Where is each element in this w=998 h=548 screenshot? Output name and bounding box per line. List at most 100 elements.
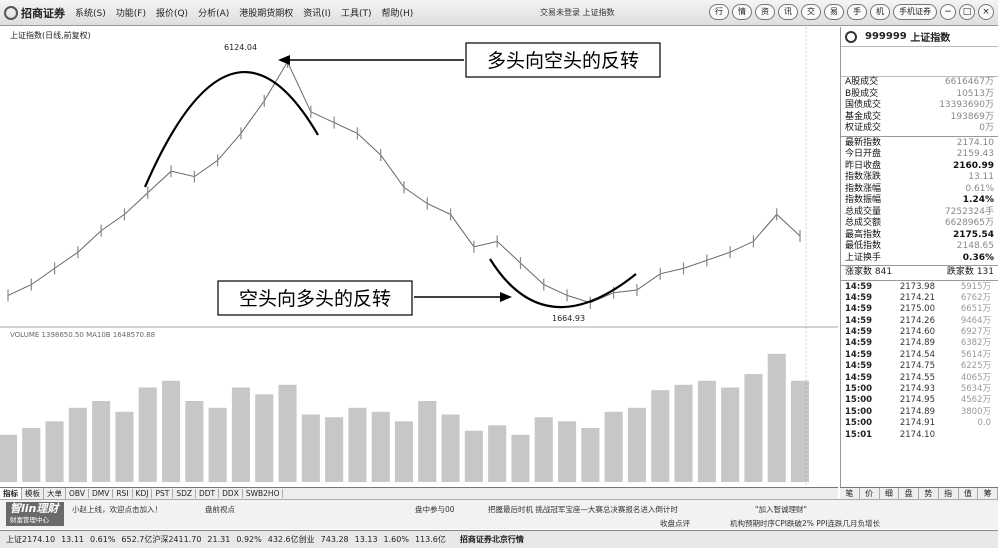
status-brand[interactable]: 招商证券北京行情 <box>459 535 524 544</box>
stat-label: 最新指数 <box>845 137 882 148</box>
indicator-tab[interactable]: PST <box>152 489 174 498</box>
tick-time: 14:59 <box>845 304 873 315</box>
panel-tab[interactable]: 筹 <box>978 488 998 499</box>
stat-value: 2148.65 <box>956 241 994 251</box>
indicator-tab[interactable]: 模板 <box>22 488 44 499</box>
menu-tools[interactable]: 工具(T) <box>340 9 372 19</box>
tick-row: 15:00 2174.93 5634万 <box>841 384 998 395</box>
top-btn-zi[interactable]: 资 <box>755 4 775 20</box>
panel-tab[interactable]: 指 <box>939 488 959 499</box>
volume-bar <box>162 380 181 483</box>
news-item[interactable]: 收盘点评 <box>660 519 690 528</box>
volume-bar <box>394 421 413 483</box>
menu-quote[interactable]: 报价(Q) <box>155 9 189 19</box>
status-item: 432.6亿创业 <box>267 535 315 544</box>
volume-bar <box>721 387 740 482</box>
panel-tab[interactable]: 细 <box>880 488 900 499</box>
index-name: 上证指数 <box>910 33 951 44</box>
volume-bar <box>115 411 134 482</box>
volume-bar <box>651 390 670 482</box>
indicator-tab[interactable]: DMV <box>89 489 114 498</box>
stat-row: 总成交量 7252324手 <box>841 207 998 219</box>
panel-tab[interactable]: 价 <box>860 488 880 499</box>
news-item[interactable]: 盘中参与00 <box>415 505 455 514</box>
indicator-tab[interactable]: SWB2HO <box>243 489 284 498</box>
tick-volume: 9464万 <box>960 315 991 326</box>
stat-row: 最新指数 2174.10 <box>841 138 998 150</box>
kline-chart[interactable]: 上证指数(日线,前复权) VOLUME 1398650.50 MA10B 164… <box>0 27 838 487</box>
stat-row: 昨日收盘 2160.99 <box>841 161 998 173</box>
indicator-tab[interactable]: 大单 <box>44 488 66 499</box>
top-right-toolbar: 行 情 资 讯 交 易 手 机 手机证券 − □ × <box>709 4 994 20</box>
panel-tab[interactable]: 盘 <box>899 488 919 499</box>
close-icon[interactable]: × <box>978 4 994 20</box>
indicator-tab[interactable]: DDT <box>196 489 220 498</box>
top-btn-shou[interactable]: 手 <box>847 4 867 20</box>
top-btn-hang[interactable]: 行 <box>709 4 729 20</box>
tick-volume: 0.0 <box>977 418 991 429</box>
volume-bar <box>767 353 786 483</box>
panel-tab[interactable]: 笔 <box>840 488 860 499</box>
stat-label: 指数涨跌 <box>845 172 882 182</box>
tick-list[interactable]: 14:59 2173.98 5915万 14:59 2174.21 6762万 14:59 2… <box>841 282 998 441</box>
menu-analysis[interactable]: 分析(A) <box>198 9 230 19</box>
tick-price: 2174.26 <box>899 315 935 326</box>
tick-volume: 6651万 <box>960 304 991 315</box>
annotation-box-bottom <box>217 280 413 316</box>
status-bar: 上证2174.10 13.11 0.61% 652.7亿沪深2411.70 21.31 0… <box>0 530 998 548</box>
top-btn-jiao[interactable]: 交 <box>801 4 821 20</box>
news-item[interactable]: 盘前视点 <box>205 505 235 514</box>
top-btn-qing[interactable]: 情 <box>732 4 752 20</box>
status-item: 13.11 <box>61 535 84 544</box>
minimize-icon[interactable]: − <box>940 4 956 20</box>
news-logo[interactable]: 智lin理财 财富管理中心 <box>6 502 64 526</box>
stat-row: 总成交额 6628965万 <box>841 218 998 230</box>
tick-price: 2174.55 <box>899 372 935 383</box>
menu-function[interactable]: 功能(F) <box>115 9 146 19</box>
indicator-tab[interactable]: KDJ <box>133 489 153 498</box>
indicator-tab[interactable]: 指标 <box>0 488 22 499</box>
menu-hk-futures[interactable]: 港股期货期权 <box>239 9 294 19</box>
volume-bar <box>231 387 250 482</box>
status-item: 0.92% <box>236 535 262 544</box>
volume-bar <box>0 434 18 483</box>
menu-system[interactable]: 系统(S) <box>75 9 106 19</box>
panel-tab[interactable]: 势 <box>919 488 939 499</box>
top-btn-xun[interactable]: 讯 <box>778 4 798 20</box>
news-item[interactable]: "加入智诚理财" <box>755 505 807 514</box>
down-count-value: 131 <box>976 267 994 277</box>
indicator-tab[interactable]: RSI <box>113 489 133 498</box>
top-arrow-head-icon <box>278 55 290 65</box>
tick-row: 15:00 2174.91 0.0 <box>841 418 998 429</box>
indicator-tab[interactable]: OBV <box>66 489 89 498</box>
tick-volume <box>935 430 991 441</box>
top-btn-ji[interactable]: 机 <box>870 4 890 20</box>
indicator-tab[interactable]: SDZ <box>173 489 196 498</box>
annotation-box-top <box>465 42 661 78</box>
news-logo-sub: 财富管理中心 <box>10 516 49 524</box>
stat-row: 今日开盘 2159.43 <box>841 149 998 161</box>
news-item[interactable]: 把握最后时机 挑战冠军宝座—大赛总决赛报名进入倒计时 <box>488 505 678 514</box>
panel-tab[interactable]: 值 <box>959 488 979 499</box>
tick-price: 2174.89 <box>899 338 935 349</box>
stat-label: 指数振幅 <box>845 195 882 205</box>
volume-bar <box>92 401 111 482</box>
mobile-securities-button[interactable]: 手机证券 <box>893 4 937 20</box>
stat-value: 7252324手 <box>944 206 994 217</box>
top-btn-yi[interactable]: 易 <box>824 4 844 20</box>
stat-row: B股成交 10513万 <box>841 89 998 101</box>
stat-value: 1.24% <box>962 195 994 205</box>
volume-bar <box>45 421 64 483</box>
news-item[interactable]: 小赵上线，欢迎点击加入！ <box>72 505 162 514</box>
maximize-icon[interactable]: □ <box>959 4 975 20</box>
menu-help[interactable]: 帮助(H) <box>381 9 414 19</box>
chart-svg[interactable]: 上证指数(日线,前复权) VOLUME 1398650.50 MA10B 164… <box>0 27 838 487</box>
menu-info[interactable]: 资讯(I) <box>303 9 331 19</box>
volume-bar <box>534 417 553 482</box>
indicator-tab[interactable]: DDX <box>219 489 243 498</box>
news-item[interactable]: 机构预期时序CPI跌破2% PPI连跌几月负增长 <box>730 519 881 528</box>
volume-bar <box>22 428 41 482</box>
stat-label: 总成交额 <box>845 218 882 228</box>
stat-row: 国债成交 13393690万 <box>841 100 998 112</box>
stat-row: 基金成交 193869万 <box>841 112 998 124</box>
